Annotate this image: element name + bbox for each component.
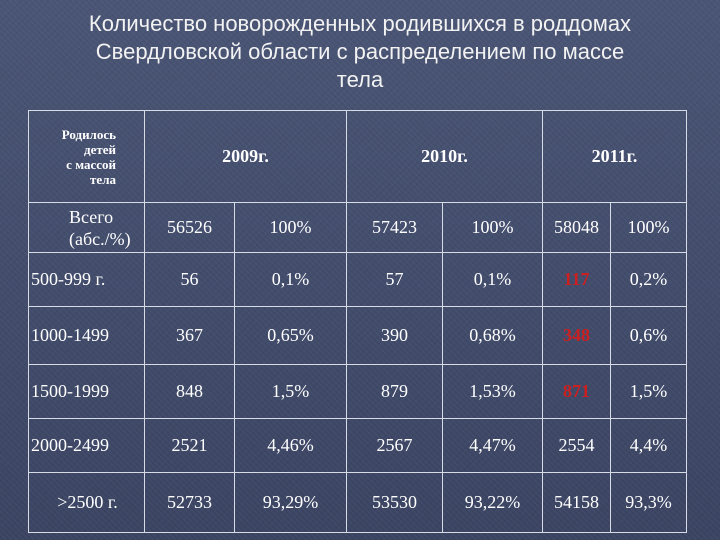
cell-abs-2011: 58048 <box>542 202 611 253</box>
row-label-line: Всего <box>69 206 114 227</box>
row-label: 2000-2499 <box>28 418 145 473</box>
title-line-2: Свердловской области с распределением по… <box>95 39 625 64</box>
year-header-2011: 2011г. <box>542 110 687 203</box>
cell-pct-2009: 100% <box>234 202 347 253</box>
cell-pct-2010: 0,1% <box>442 252 543 307</box>
cell-pct-2011: 0,6% <box>610 306 687 365</box>
cell-pct-2010: 100% <box>442 202 543 253</box>
corner-line: тела <box>90 171 116 187</box>
table-row: 2000-2499 2521 4,46% 2567 4,47% 2554 4,4… <box>28 418 687 473</box>
corner-line: детей <box>84 141 116 157</box>
cell-abs-2011: 2554 <box>542 418 611 473</box>
cell-abs-2009: 56 <box>144 252 235 307</box>
table-row: Всего (абс./%) 56526 100% 57423 100% 580… <box>28 202 687 253</box>
cell-abs-2010: 57423 <box>346 202 443 253</box>
row-label: >2500 г. <box>28 472 145 533</box>
cell-abs-2011: 117 <box>542 252 611 307</box>
cell-abs-2011: 54158 <box>542 472 611 533</box>
cell-pct-2010: 4,47% <box>442 418 543 473</box>
row-label-line: (абс./%) <box>69 228 131 249</box>
cell-abs-2010: 2567 <box>346 418 443 473</box>
cell-pct-2011: 0,2% <box>610 252 687 307</box>
title-line-1: Количество новорожденных родившихся в ро… <box>88 11 632 36</box>
cell-abs-2010: 879 <box>346 364 443 419</box>
table-row: 1500-1999 848 1,5% 879 1,53% 871 1,5% <box>28 364 687 419</box>
cell-pct-2011: 100% <box>610 202 687 253</box>
cell-abs-2009: 52733 <box>144 472 235 533</box>
cell-pct-2009: 4,46% <box>234 418 347 473</box>
table-row: >2500 г. 52733 93,29% 53530 93,22% 54158… <box>28 472 687 533</box>
cell-abs-2009: 367 <box>144 306 235 365</box>
corner-line: Родилось <box>61 126 116 142</box>
cell-pct-2010: 93,22% <box>442 472 543 533</box>
table-row: 1000-1499 367 0,65% 390 0,68% 348 0,6% <box>28 306 687 365</box>
year-header-2010: 2010г. <box>346 110 543 203</box>
cell-pct-2010: 0,68% <box>442 306 543 365</box>
corner-header: Родилось детей с массой тела <box>28 110 145 203</box>
cell-pct-2011: 4,4% <box>610 418 687 473</box>
cell-pct-2011: 1,5% <box>610 364 687 419</box>
cell-pct-2009: 0,1% <box>234 252 347 307</box>
cell-abs-2011: 348 <box>542 306 611 365</box>
row-label: Всего (абс./%) <box>28 202 145 253</box>
row-label: 1000-1499 <box>28 306 145 365</box>
year-header-2009: 2009г. <box>144 110 347 203</box>
cell-abs-2009: 2521 <box>144 418 235 473</box>
birth-weight-table: Родилось детей с массой тела 2009г. 2010… <box>28 110 687 533</box>
header-row: Родилось детей с массой тела 2009г. 2010… <box>28 110 687 203</box>
table-row: 500-999 г. 56 0,1% 57 0,1% 117 0,2% <box>28 252 687 307</box>
cell-pct-2009: 1,5% <box>234 364 347 419</box>
row-label: 1500-1999 <box>28 364 145 419</box>
title-line-3: тела <box>336 67 384 92</box>
cell-pct-2011: 93,3% <box>610 472 687 533</box>
cell-pct-2009: 0,65% <box>234 306 347 365</box>
cell-pct-2010: 1,53% <box>442 364 543 419</box>
row-label: 500-999 г. <box>28 252 145 307</box>
cell-pct-2009: 93,29% <box>234 472 347 533</box>
slide-title: Количество новорожденных родившихся в ро… <box>20 10 700 94</box>
corner-line: с массой <box>66 156 116 172</box>
cell-abs-2010: 53530 <box>346 472 443 533</box>
cell-abs-2009: 848 <box>144 364 235 419</box>
cell-abs-2011: 871 <box>542 364 611 419</box>
cell-abs-2010: 57 <box>346 252 443 307</box>
cell-abs-2009: 56526 <box>144 202 235 253</box>
cell-abs-2010: 390 <box>346 306 443 365</box>
